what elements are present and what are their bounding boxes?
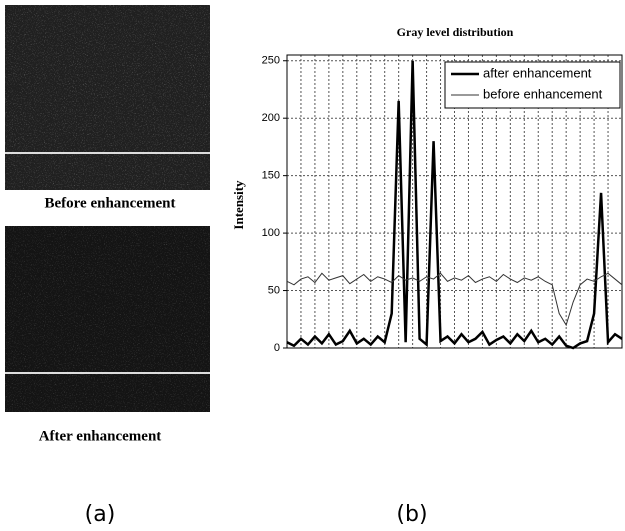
caption: Before enhancement (45, 195, 176, 211)
y-axis-label: Intensity (231, 180, 246, 230)
chart-title: Gray level distribution (397, 25, 514, 39)
y-tick-label: 150 (262, 170, 280, 182)
legend-label: before enhancement (483, 86, 603, 101)
plot-frame (286, 54, 623, 349)
caption: After enhancement (39, 428, 162, 444)
legend-box (444, 61, 621, 109)
image-before (5, 5, 210, 190)
panel-label: (b) (396, 502, 427, 527)
series-line (286, 60, 623, 350)
y-tick-label: 250 (262, 55, 280, 67)
y-tick-label: 200 (262, 112, 280, 124)
y-tick-label: 0 (274, 342, 280, 354)
panel-label: (a) (85, 502, 116, 527)
image-after (5, 226, 210, 412)
y-tick-label: 50 (268, 284, 280, 296)
y-tick-label: 100 (262, 227, 280, 239)
series-line (286, 272, 623, 327)
legend-label: after enhancement (483, 65, 592, 80)
